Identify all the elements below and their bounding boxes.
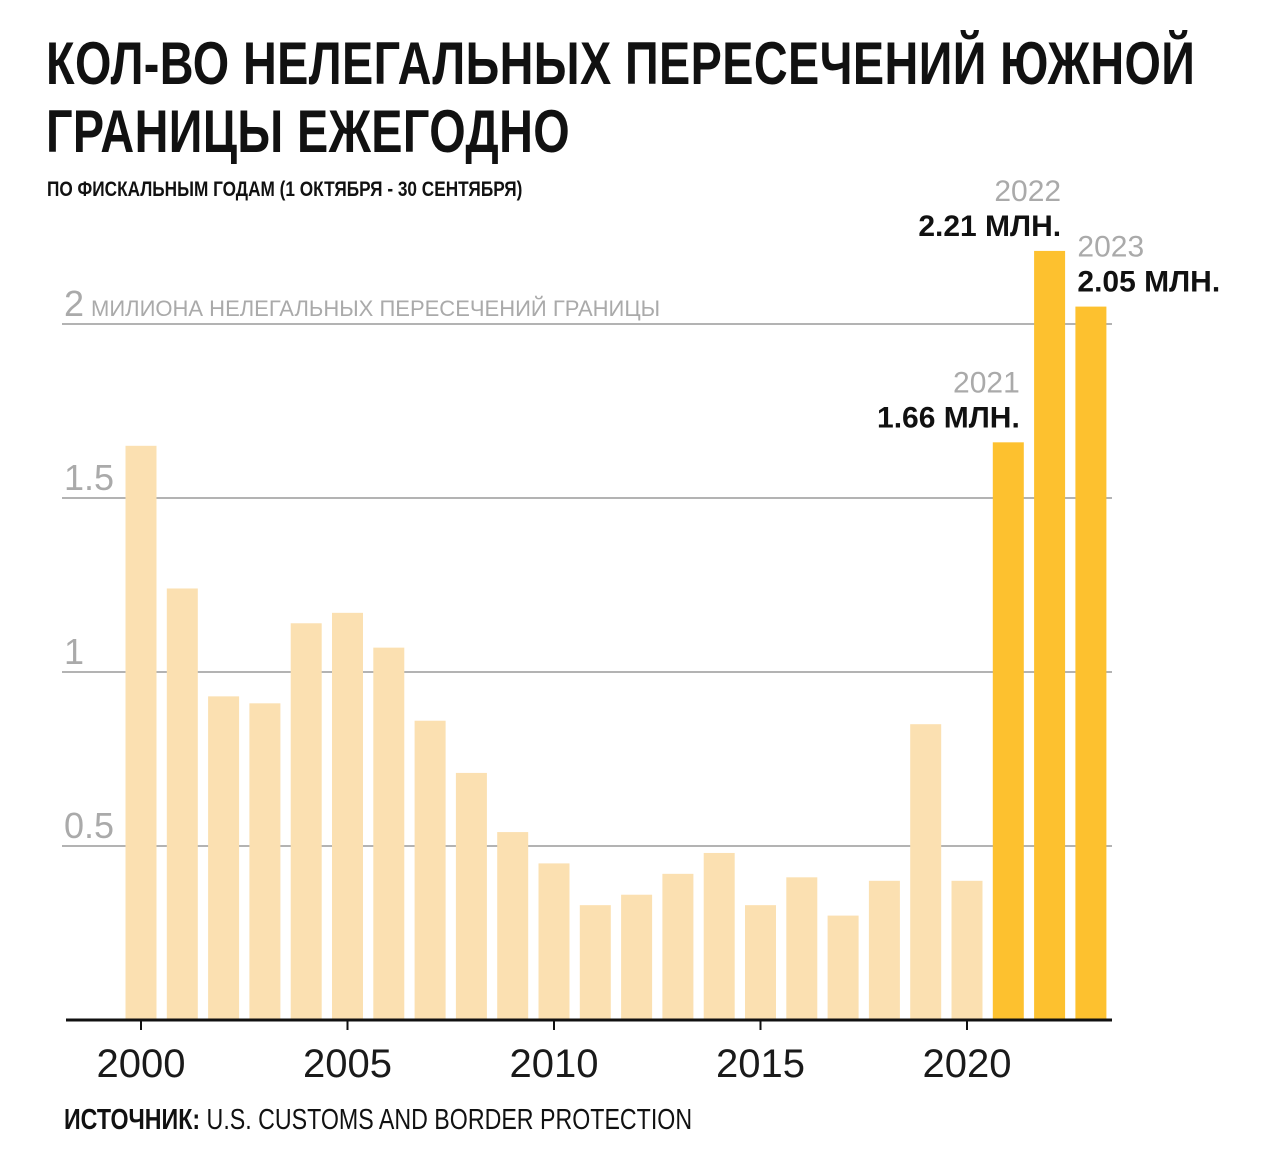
bar-2023 — [1075, 306, 1107, 1021]
bar-2021 — [992, 442, 1024, 1020]
bar-2011 — [579, 905, 611, 1020]
source-credit: ИСТОЧНИК: U.S. CUSTOMS AND BORDER PROTEC… — [64, 1104, 692, 1137]
y-tick-label: 1 — [64, 631, 84, 672]
bar-2017 — [827, 915, 859, 1020]
x-axis: 2000 2005 2010 2015 2020 — [66, 1018, 1112, 1086]
x-tick-label: 2010 — [510, 1042, 599, 1086]
annotation-year-2022: 2022 — [994, 175, 1061, 208]
bar-2013 — [662, 873, 694, 1020]
x-tick-label: 2000 — [97, 1042, 186, 1086]
bar-2014 — [703, 852, 735, 1020]
bars — [125, 250, 1107, 1021]
bar-2018 — [868, 880, 900, 1020]
bar-2007 — [414, 720, 446, 1020]
bar-2006 — [373, 647, 405, 1020]
bar-2004 — [290, 623, 322, 1020]
annotation-value-2021: 1.66 МЛН. — [877, 401, 1020, 434]
bar-2003 — [249, 703, 281, 1020]
x-tick-label: 2015 — [716, 1042, 805, 1086]
bar-2016 — [786, 877, 818, 1020]
bar-2022 — [1034, 250, 1066, 1021]
bar-2015 — [745, 905, 776, 1020]
bar-2012 — [621, 894, 653, 1020]
annotation-year-2021: 2021 — [953, 366, 1020, 399]
bar-2001 — [166, 588, 198, 1020]
annotation-value-2023: 2.05 МЛН. — [1077, 266, 1220, 299]
bar-2009 — [497, 832, 529, 1020]
y-tick-label: 1.5 — [64, 457, 114, 498]
y-axis-note: МИЛИОНА НЕЛЕГАЛЬНЫХ ПЕРЕСЕЧЕНИЙ ГРАНИЦЫ — [91, 296, 660, 321]
bar-2010 — [538, 863, 570, 1020]
chart-subtitle: ПО ФИСКАЛЬНЫМ ГОДАМ (1 ОКТЯБРЯ - 30 СЕНТ… — [47, 178, 523, 201]
source-label: ИСТОЧНИК: — [64, 1104, 201, 1136]
bar-2002 — [208, 696, 240, 1020]
annotation-year-2023: 2023 — [1077, 231, 1144, 264]
bar-2008 — [455, 772, 487, 1020]
source-text: U.S. CUSTOMS AND BORDER PROTECTION — [200, 1104, 693, 1136]
gridlines: 0.5 1 1.5 2 МИЛИОНА НЕЛЕГАЛЬНЫХ ПЕРЕСЕЧЕНИЙ … — [62, 283, 1112, 847]
x-tick-label: 2005 — [303, 1042, 392, 1086]
y-tick-label: 0.5 — [64, 805, 114, 846]
bar-2019 — [910, 724, 942, 1020]
bar-2000 — [125, 445, 157, 1020]
x-tick-label: 2020 — [923, 1042, 1012, 1086]
bar-2005 — [332, 612, 363, 1020]
bar-2020 — [951, 880, 983, 1020]
annotation-value-2022: 2.21 МЛН. — [918, 210, 1061, 243]
title-line-2: ГРАНИЦЫ ЕЖЕГОДНО — [46, 98, 571, 165]
y-tick-label: 2 — [64, 283, 84, 324]
